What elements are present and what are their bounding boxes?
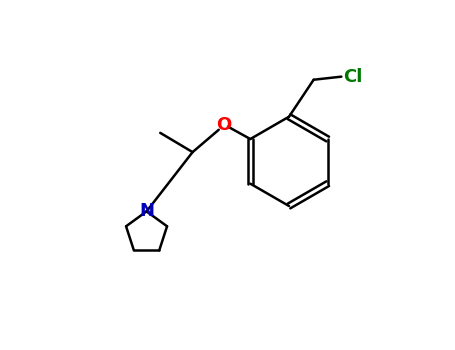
Text: O: O	[216, 116, 231, 134]
Text: N: N	[139, 202, 154, 220]
Text: Cl: Cl	[343, 68, 362, 86]
